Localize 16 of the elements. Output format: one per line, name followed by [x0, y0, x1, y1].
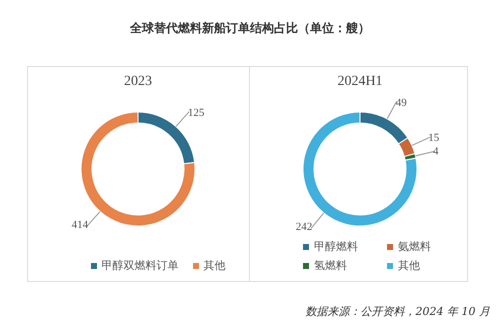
legend-label: 甲醇双燃料订单 [102, 258, 178, 273]
legend-label: 甲醇燃料 [314, 239, 358, 254]
chart-title: 2024H1 [336, 74, 384, 90]
chart-subtitle: 2023 [123, 74, 153, 90]
data-label: 49 [396, 97, 408, 110]
legend-label: 其他 [204, 258, 226, 273]
data-label: 414 [72, 218, 89, 231]
data-label: 15 [428, 132, 440, 144]
legend-label: 其他 [398, 258, 420, 273]
legend-label: 氢燃料 [314, 258, 347, 273]
text: 全球替代燃料新船订单结构占比（单位：艘） [129, 20, 371, 37]
data-label: 4 [432, 146, 439, 158]
legend-label: 氨燃料 [398, 239, 431, 254]
source-note: 数据来源：公开资料，2024 年 10 月 [306, 304, 490, 319]
data-label: 125 [188, 107, 205, 120]
data-label: 242 [296, 220, 312, 233]
